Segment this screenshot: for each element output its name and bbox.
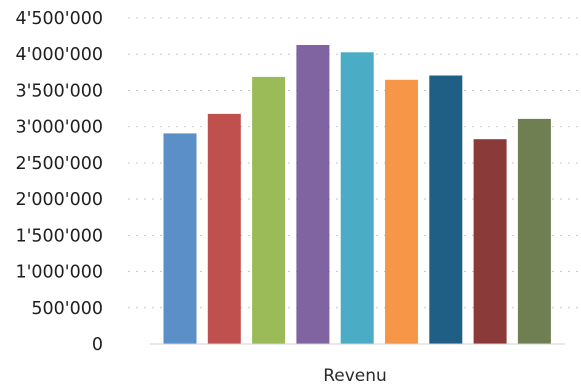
bar <box>252 76 286 345</box>
x-axis-title: Revenu <box>323 366 387 386</box>
y-tick-label: 1'000'000 <box>15 263 103 283</box>
y-tick-label: 1'500'000 <box>15 226 103 246</box>
bar <box>517 118 551 345</box>
y-tick-label: 4'000'000 <box>15 45 103 65</box>
y-axis-tick-labels: 0 500'000 1'000'000 1'500'000 2'000'000 2'500… <box>15 9 103 355</box>
y-tick-label: 500'000 <box>31 299 103 319</box>
y-tick-label: 4'500'000 <box>15 9 103 29</box>
bar <box>163 133 197 345</box>
bar <box>207 113 241 345</box>
bar <box>296 45 330 345</box>
y-tick-label: 3'000'000 <box>15 118 103 138</box>
bars <box>163 45 551 345</box>
bar <box>473 139 507 345</box>
y-tick-label: 2'500'000 <box>15 154 103 174</box>
y-tick-label: 3'500'000 <box>15 81 103 101</box>
y-tick-label: 0 <box>92 335 103 355</box>
bar <box>340 52 374 345</box>
bar <box>429 75 463 345</box>
y-tick-label: 2'000'000 <box>15 190 103 210</box>
bar <box>385 79 418 345</box>
